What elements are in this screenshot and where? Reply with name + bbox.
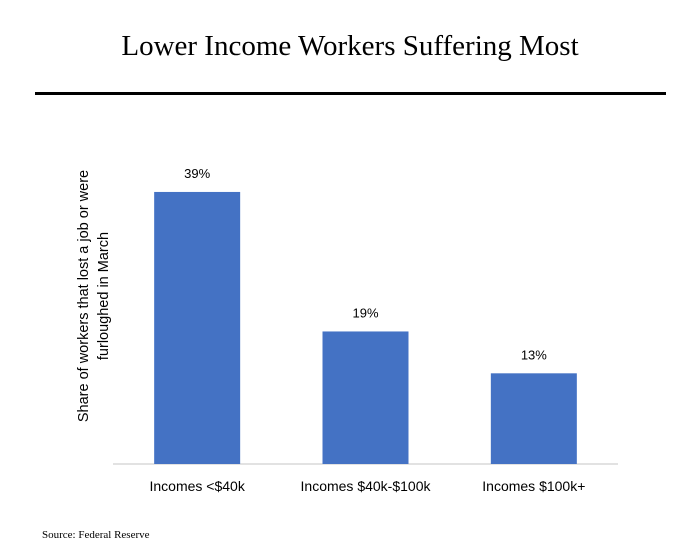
- x-tick-label-2: Incomes $100k+: [482, 478, 585, 494]
- data-label-1: 19%: [352, 305, 378, 320]
- bar-2: [490, 373, 577, 464]
- chart-title: Lower Income Workers Suffering Most: [121, 30, 579, 62]
- x-tick-label-1: Incomes $40k-$100k: [301, 478, 432, 494]
- data-label-0: 39%: [184, 166, 210, 181]
- x-tick-label-0: Incomes <$40k: [149, 478, 245, 494]
- bar-0: [154, 191, 241, 464]
- title-divider: [35, 92, 666, 95]
- data-label-2: 13%: [521, 347, 547, 362]
- bar-1: [322, 331, 409, 464]
- source-note: Source: Federal Reserve: [42, 529, 150, 541]
